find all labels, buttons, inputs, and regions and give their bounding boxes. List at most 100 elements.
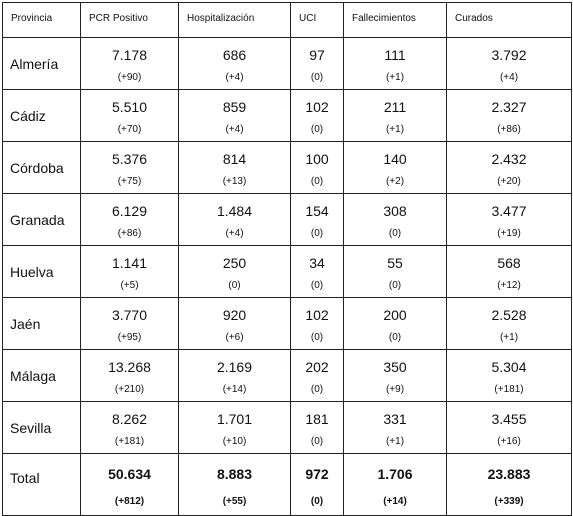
cell-change: (0) xyxy=(310,124,324,135)
cell-change: (+20) xyxy=(497,176,521,187)
total-row: Total 50.634 (+812) 8.883 (+55) 972 (0) 1.706 (+… xyxy=(2,453,572,516)
cell-value: 102 xyxy=(305,307,329,323)
cell-value: 2.528 xyxy=(491,307,527,323)
column-header: PCR Positivo xyxy=(80,2,179,38)
data-cell: 111 (+1) xyxy=(343,37,447,90)
cell-change: (+12) xyxy=(497,280,521,291)
cell-change: (+5) xyxy=(120,280,139,291)
data-cell: 972 (0) xyxy=(290,453,344,516)
cell-change: (0) xyxy=(310,436,324,447)
cell-value: 3.770 xyxy=(111,307,148,323)
province-row: Huelva 1.141 (+5) 250 (0) 34 (0) 55 (0) 568 (+12) xyxy=(2,245,572,298)
cell-value: 8.262 xyxy=(111,411,148,427)
cell-change: (+4) xyxy=(499,72,519,83)
cell-value: 181 xyxy=(305,411,329,427)
cell-value: 1.706 xyxy=(377,466,413,482)
column-header: Hospitalización xyxy=(178,2,291,38)
cell-value: 3.477 xyxy=(491,203,527,219)
cell-change: (+1) xyxy=(385,124,405,135)
column-header: UCI xyxy=(290,2,344,38)
data-cell: 140 (+2) xyxy=(343,141,447,194)
cell-value: 350 xyxy=(383,359,407,375)
cell-change: (+4) xyxy=(225,72,244,83)
data-cell: 200 (0) xyxy=(343,297,447,350)
province-row: Jaén 3.770 (+95) 920 (+6) 102 (0) 200 (0) 2.528 (+… xyxy=(2,297,572,350)
data-cell: 154 (0) xyxy=(290,193,344,246)
data-cell: 100 (0) xyxy=(290,141,344,194)
cell-value: 154 xyxy=(305,203,329,219)
cell-value: 2.327 xyxy=(491,99,527,115)
province-row: Granada 6.129 (+86) 1.484 (+4) 154 (0) 308 (0) 3.… xyxy=(2,193,572,246)
cell-change: (+13) xyxy=(222,176,247,187)
cell-value: 920 xyxy=(222,307,247,323)
cell-value: 5.376 xyxy=(111,151,148,167)
province-name: Total xyxy=(2,453,81,516)
cell-value: 200 xyxy=(383,307,407,323)
column-header: Provincia xyxy=(2,2,81,38)
data-cell: 5.376 (+75) xyxy=(80,141,179,194)
province-row: Cádiz 5.510 (+70) 859 (+4) 102 (0) 211 (+1) 2.327… xyxy=(2,89,572,142)
cell-value: 972 xyxy=(305,466,329,482)
cell-value: 686 xyxy=(222,47,247,63)
cell-value: 202 xyxy=(305,359,329,375)
cell-change: (+4) xyxy=(225,228,244,239)
cell-change: (0) xyxy=(388,332,402,343)
cell-value: 5.510 xyxy=(111,99,148,115)
cell-value: 111 xyxy=(384,47,406,63)
data-cell: 5.510 (+70) xyxy=(80,89,179,142)
cell-change: (+339) xyxy=(494,496,524,507)
cell-change: (+86) xyxy=(497,124,521,135)
data-cell: 331 (+1) xyxy=(343,401,447,454)
data-cell: 3.792 (+4) xyxy=(446,37,572,90)
cell-value: 34 xyxy=(309,255,325,271)
cell-change: (0) xyxy=(310,384,324,395)
data-cell: 6.129 (+86) xyxy=(80,193,179,246)
cell-value: 55 xyxy=(387,255,403,271)
cell-change: (+2) xyxy=(385,176,405,187)
cell-change: (+1) xyxy=(499,332,519,343)
cell-value: 859 xyxy=(222,99,247,115)
cell-change: (0) xyxy=(310,176,324,187)
cell-change: (0) xyxy=(310,332,324,343)
province-row: Almería 7.178 (+90) 686 (+4) 97 (0) 111 (+1) 3.79… xyxy=(2,37,572,90)
table-body: Almería 7.178 (+90) 686 (+4) 97 (0) 111 (+1) 3.79… xyxy=(2,37,572,516)
data-cell: 1.141 (+5) xyxy=(80,245,179,298)
cell-value: 1.484 xyxy=(216,203,253,219)
cell-value: 1.701 xyxy=(216,411,253,427)
data-cell: 55 (0) xyxy=(343,245,447,298)
cell-value: 3.792 xyxy=(491,47,527,63)
cell-value: 6.129 xyxy=(111,203,148,219)
cell-change: (+90) xyxy=(117,72,142,83)
cell-change: (+181) xyxy=(114,436,145,447)
cell-change: (+75) xyxy=(117,176,142,187)
data-cell: 13.268 (+210) xyxy=(80,349,179,402)
data-cell: 920 (+6) xyxy=(178,297,291,350)
data-cell: 3.455 (+16) xyxy=(446,401,572,454)
cell-change: (+14) xyxy=(383,496,407,507)
cell-value: 250 xyxy=(222,255,247,271)
data-cell: 50.634 (+812) xyxy=(80,453,179,516)
cell-change: (+1) xyxy=(385,72,405,83)
cell-value: 8.883 xyxy=(216,466,253,482)
cell-change: (+812) xyxy=(114,496,145,507)
data-cell: 211 (+1) xyxy=(343,89,447,142)
province-name: Cádiz xyxy=(2,89,81,142)
cell-change: (0) xyxy=(310,72,324,83)
data-cell: 5.304 (+181) xyxy=(446,349,572,402)
province-name: Jaén xyxy=(2,297,81,350)
cell-value: 97 xyxy=(309,47,325,63)
data-cell: 814 (+13) xyxy=(178,141,291,194)
cell-value: 3.455 xyxy=(491,411,527,427)
province-row: Málaga 13.268 (+210) 2.169 (+14) 202 (0) 350 (+9… xyxy=(2,349,572,402)
cell-value: 7.178 xyxy=(111,47,148,63)
data-cell: 568 (+12) xyxy=(446,245,572,298)
cell-value: 308 xyxy=(383,203,407,219)
data-cell: 7.178 (+90) xyxy=(80,37,179,90)
province-name: Málaga xyxy=(2,349,81,402)
province-row: Córdoba 5.376 (+75) 814 (+13) 100 (0) 140 (+2) 2.… xyxy=(2,141,572,194)
cell-change: (+1) xyxy=(385,436,405,447)
cell-change: (+16) xyxy=(497,436,521,447)
data-cell: 308 (0) xyxy=(343,193,447,246)
data-cell: 2.169 (+14) xyxy=(178,349,291,402)
